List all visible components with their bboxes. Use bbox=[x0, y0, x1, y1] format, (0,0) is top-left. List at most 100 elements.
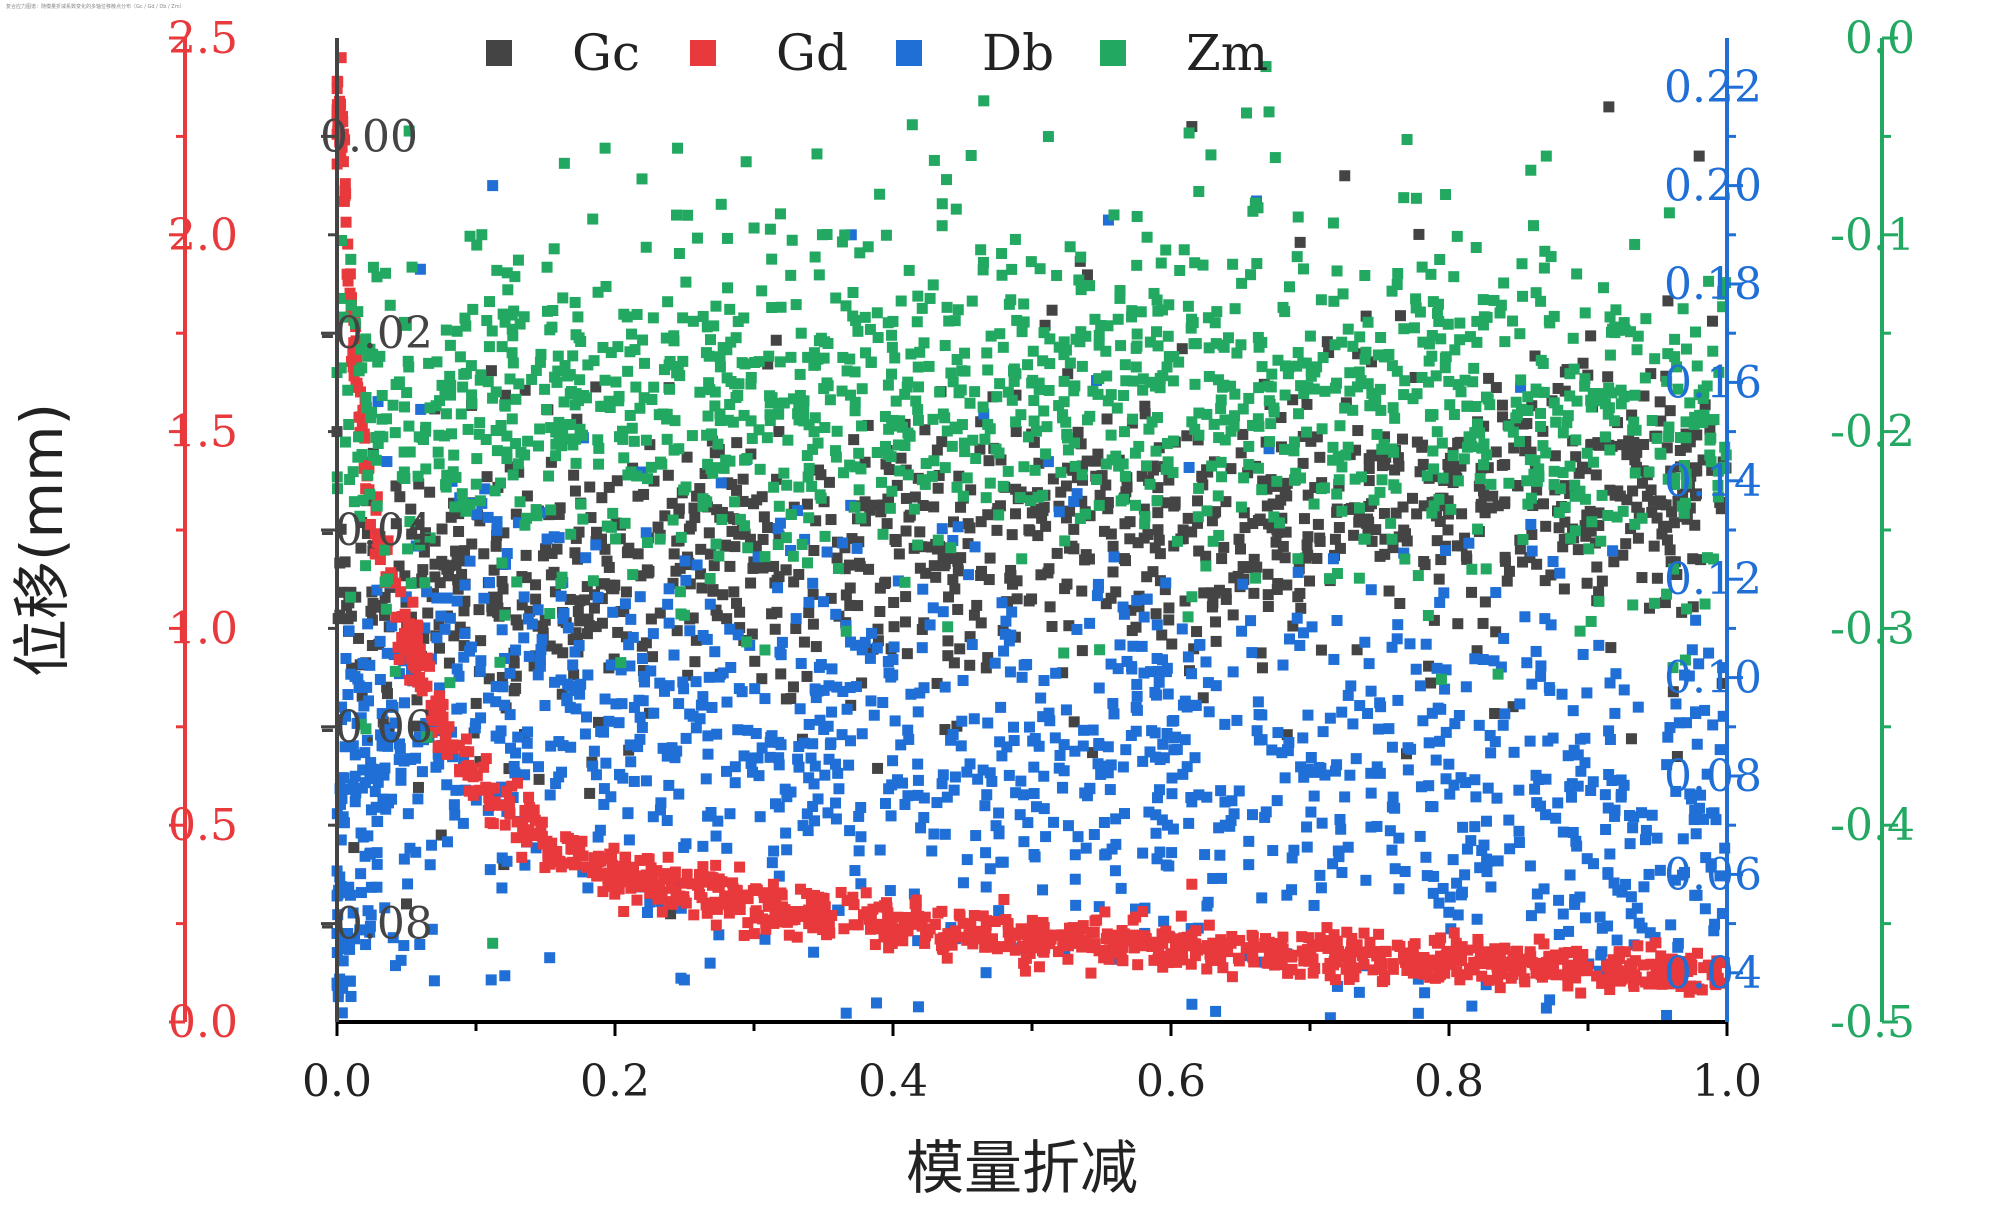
zm-point bbox=[1470, 242, 1482, 254]
db-point bbox=[1327, 858, 1339, 870]
zm-point bbox=[658, 364, 670, 376]
gd-point bbox=[1492, 973, 1504, 985]
zm-point bbox=[1168, 351, 1180, 363]
db-point bbox=[474, 665, 486, 677]
zm-point bbox=[1324, 573, 1336, 585]
zm-point bbox=[389, 427, 401, 439]
gc-point bbox=[356, 690, 368, 702]
gc-point bbox=[1309, 482, 1321, 494]
zm-point bbox=[830, 292, 842, 304]
db-point bbox=[1491, 792, 1503, 804]
db-point bbox=[1334, 813, 1346, 825]
gc-point bbox=[707, 584, 719, 596]
db-point bbox=[532, 669, 544, 681]
gd-point bbox=[1019, 965, 1031, 977]
db-point bbox=[1071, 488, 1083, 500]
zm-point bbox=[732, 389, 744, 401]
zm-point bbox=[682, 209, 694, 221]
db-point bbox=[1627, 822, 1639, 834]
zm-point bbox=[774, 208, 786, 220]
zm-point bbox=[674, 586, 686, 598]
zm-point bbox=[1571, 268, 1583, 280]
zm-point bbox=[830, 451, 842, 463]
db-point bbox=[1210, 1005, 1222, 1017]
zm-point bbox=[382, 573, 394, 585]
zm-point bbox=[593, 442, 605, 454]
zm-point bbox=[1215, 403, 1227, 415]
zm-point bbox=[1093, 373, 1105, 385]
gd-point bbox=[964, 919, 976, 931]
zm-point bbox=[993, 509, 1005, 521]
gc-point bbox=[1163, 614, 1175, 626]
db-point bbox=[1443, 906, 1455, 918]
zm-point bbox=[1522, 498, 1534, 510]
zm-point bbox=[1624, 326, 1636, 338]
db-point bbox=[1306, 621, 1318, 633]
db-point bbox=[1107, 698, 1119, 710]
zm-point bbox=[832, 562, 844, 574]
gd-point bbox=[900, 911, 912, 923]
zm-point bbox=[1245, 269, 1257, 281]
gd-point bbox=[1132, 959, 1144, 971]
gc-point bbox=[1691, 465, 1703, 477]
zm-point bbox=[1371, 428, 1383, 440]
gd-point bbox=[1710, 965, 1722, 977]
db-point bbox=[961, 854, 973, 866]
zm-point bbox=[1433, 315, 1445, 327]
db-point bbox=[849, 865, 861, 877]
db-point bbox=[1060, 704, 1072, 716]
zm-point bbox=[1189, 257, 1201, 269]
gc-point bbox=[1033, 457, 1045, 469]
gc-point bbox=[1280, 526, 1292, 538]
zm-point bbox=[984, 477, 996, 489]
db-point bbox=[1092, 578, 1104, 590]
zm-point bbox=[1398, 192, 1410, 204]
gc-point bbox=[1631, 501, 1643, 513]
zm-point bbox=[1533, 386, 1545, 398]
gd-point bbox=[1683, 986, 1695, 998]
gc-point bbox=[1177, 524, 1189, 536]
gc-point bbox=[1281, 579, 1293, 591]
db-point bbox=[1295, 761, 1307, 773]
zm-point bbox=[1160, 463, 1172, 475]
gd-point bbox=[453, 739, 465, 751]
gc-point bbox=[470, 697, 482, 709]
zm-point bbox=[1528, 468, 1540, 480]
gc-point bbox=[1362, 513, 1374, 525]
gc-point bbox=[1715, 503, 1727, 515]
gc-point bbox=[433, 642, 445, 654]
zm-point bbox=[1516, 258, 1528, 270]
gc-point bbox=[1490, 626, 1502, 638]
db-point bbox=[989, 657, 1001, 669]
gd-point bbox=[1099, 906, 1111, 918]
gd-point bbox=[1538, 966, 1550, 978]
gc-point bbox=[458, 605, 470, 617]
db-point bbox=[344, 889, 356, 901]
gd-point bbox=[454, 766, 466, 778]
zm-point bbox=[1471, 336, 1483, 348]
db-point bbox=[1118, 608, 1130, 620]
gc-point bbox=[900, 591, 912, 603]
zm-point bbox=[1057, 412, 1069, 424]
zm-point bbox=[1596, 489, 1608, 501]
gd-point bbox=[593, 852, 605, 864]
gc-point bbox=[717, 589, 729, 601]
zm-point bbox=[1426, 507, 1438, 519]
db-point bbox=[700, 773, 712, 785]
gd-point bbox=[873, 901, 885, 913]
db-point bbox=[980, 847, 992, 859]
gd-point bbox=[407, 596, 419, 608]
db-point bbox=[1038, 803, 1050, 815]
gc-point bbox=[1333, 522, 1345, 534]
gc-point bbox=[1658, 521, 1670, 533]
gd-point bbox=[1379, 970, 1391, 982]
db-point bbox=[1108, 708, 1120, 720]
zm-point bbox=[345, 299, 357, 311]
db-point bbox=[1423, 780, 1435, 792]
zm-point bbox=[714, 415, 726, 427]
series-zm bbox=[331, 53, 1732, 949]
zm-point bbox=[1681, 477, 1693, 489]
x-tick-label: 0.8 bbox=[1414, 1056, 1484, 1107]
gd-point bbox=[1709, 977, 1721, 989]
zm-point bbox=[876, 476, 888, 488]
